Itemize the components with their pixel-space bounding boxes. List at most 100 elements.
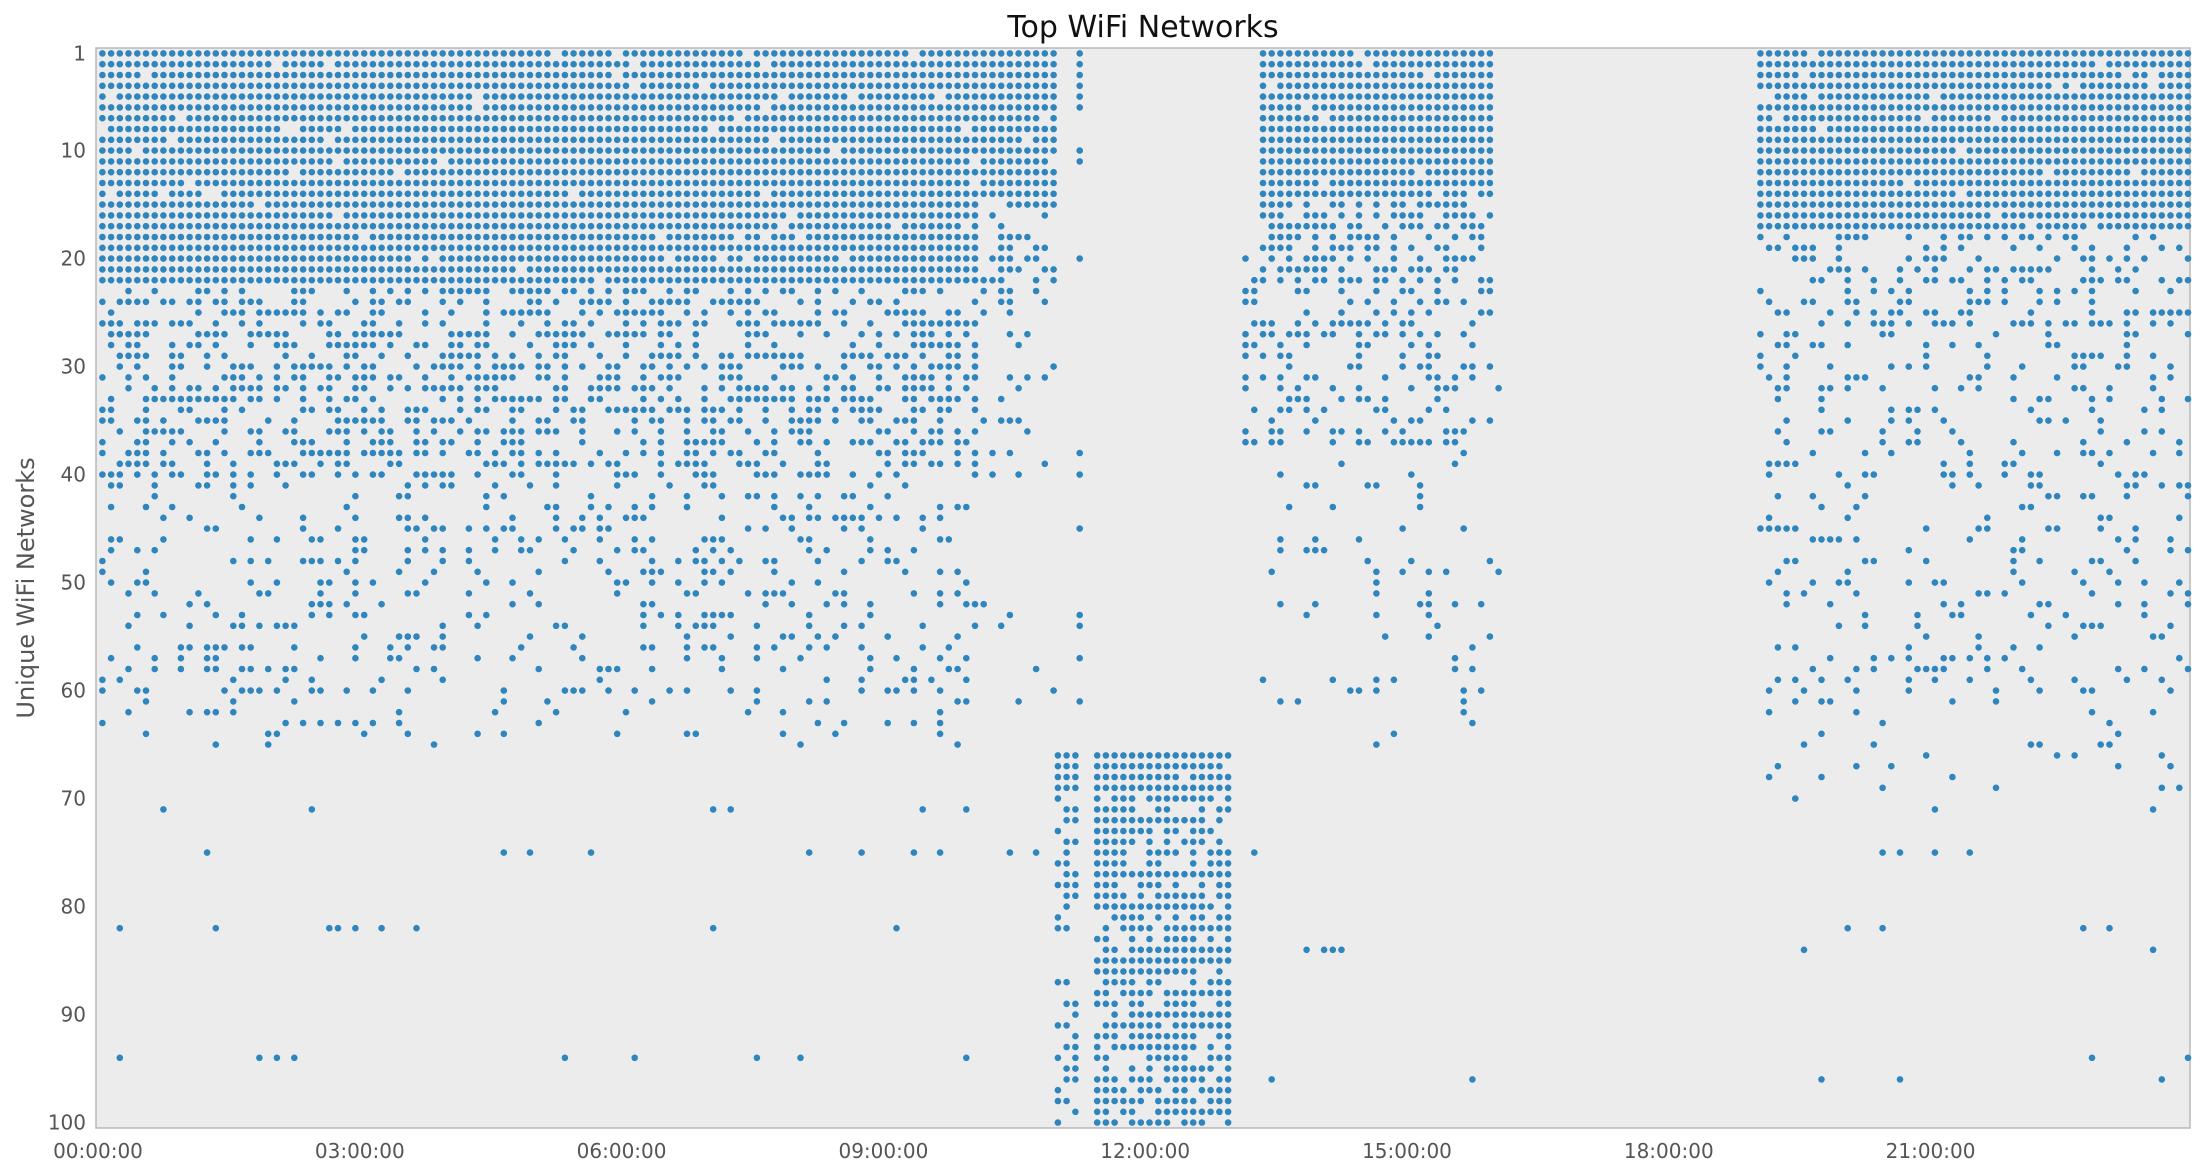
data-point (544, 50, 551, 57)
data-point (1442, 82, 1450, 90)
data-point (1063, 1000, 1070, 1008)
data-point (491, 104, 499, 111)
data-point (1163, 1000, 1171, 1008)
data-point (107, 482, 115, 489)
data-point (404, 50, 412, 57)
data-point (439, 104, 447, 111)
data-point (509, 244, 516, 252)
data-point (1285, 255, 1293, 262)
data-point (1381, 60, 1389, 68)
data-point (675, 255, 682, 262)
data-point (177, 352, 185, 360)
data-point (134, 71, 141, 79)
data-point (151, 201, 158, 208)
data-point (1172, 1043, 1179, 1051)
data-point (936, 438, 944, 446)
data-point (1329, 255, 1337, 262)
data-point (858, 114, 865, 122)
data-point (352, 201, 359, 208)
data-point (1364, 50, 1371, 57)
data-point (1338, 114, 1345, 122)
data-point (1277, 546, 1284, 554)
data-point (177, 147, 185, 154)
data-point (605, 104, 612, 111)
data-point (186, 708, 193, 716)
data-point (1469, 71, 1476, 79)
data-point (439, 633, 447, 640)
data-point (1373, 611, 1380, 619)
data-point (212, 201, 220, 208)
data-point (99, 320, 106, 327)
data-point (369, 309, 377, 316)
data-point (413, 71, 420, 79)
data-point (177, 266, 185, 273)
data-point (631, 276, 638, 284)
data-point (727, 298, 734, 306)
data-point (142, 374, 150, 381)
data-point (683, 309, 691, 316)
data-point (343, 222, 351, 230)
data-point (1032, 82, 1040, 90)
data-point (762, 417, 769, 424)
data-point (230, 222, 237, 230)
data-point (1137, 903, 1145, 910)
data-point (1460, 93, 1467, 100)
data-point (1469, 50, 1476, 57)
data-point (989, 168, 996, 176)
data-point (1072, 838, 1079, 846)
data-point (963, 806, 970, 813)
data-point (1259, 374, 1267, 381)
data-point (561, 147, 569, 154)
data-point (561, 330, 569, 338)
data-point (352, 579, 359, 586)
data-point (1425, 266, 1433, 273)
data-point (247, 244, 254, 252)
data-point (1312, 114, 1319, 122)
data-point (1442, 50, 1450, 57)
data-point (369, 719, 377, 727)
data-point (736, 266, 743, 273)
data-point (474, 114, 481, 122)
data-point (1442, 179, 1450, 187)
data-point (1390, 309, 1398, 316)
data-point (517, 644, 525, 651)
data-point (1155, 1108, 1162, 1116)
data-point (221, 82, 228, 90)
data-point (308, 244, 316, 252)
data-point (1172, 849, 1179, 856)
data-point (701, 568, 708, 576)
data-point (474, 374, 481, 381)
data-point (1006, 417, 1014, 424)
data-point (221, 179, 228, 187)
data-point (875, 244, 883, 252)
data-point (561, 320, 569, 327)
data-point (875, 168, 883, 176)
data-point (99, 212, 106, 219)
data-point (1155, 957, 1162, 964)
data-point (701, 384, 708, 392)
data-point (901, 276, 909, 284)
data-point (221, 406, 228, 414)
data-point (168, 212, 176, 219)
data-point (788, 201, 796, 208)
data-point (1460, 255, 1467, 262)
data-point (1434, 330, 1441, 338)
data-point (1063, 870, 1070, 878)
data-point (657, 374, 665, 381)
data-point (544, 698, 551, 705)
data-point (404, 492, 412, 500)
data-point (134, 222, 141, 230)
data-point (1155, 795, 1162, 802)
data-point (1312, 104, 1319, 111)
data-point (587, 266, 595, 273)
data-point (657, 82, 665, 90)
data-point (1347, 320, 1354, 327)
data-point (736, 71, 743, 79)
data-point (1207, 827, 1214, 835)
data-point (631, 266, 638, 273)
data-point (1442, 93, 1450, 100)
data-point (1285, 158, 1293, 165)
data-point (299, 384, 307, 392)
data-point (526, 201, 534, 208)
data-point (867, 611, 874, 619)
